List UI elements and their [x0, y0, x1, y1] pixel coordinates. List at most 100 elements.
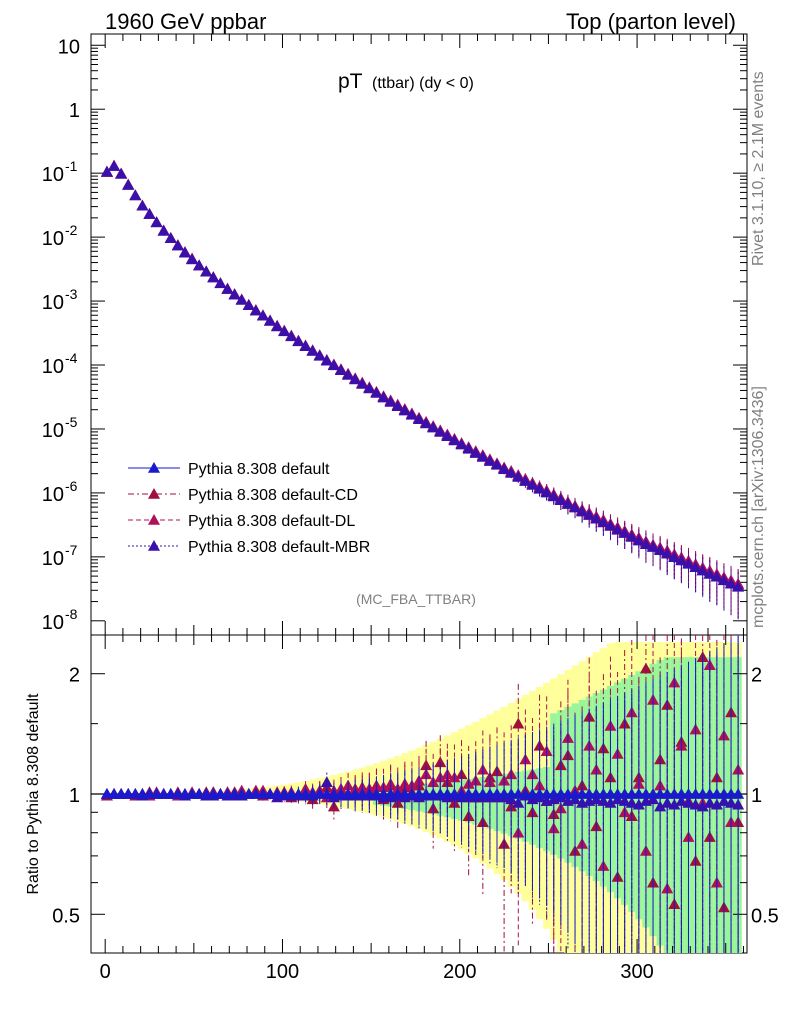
main-point [717, 574, 730, 586]
main-point [625, 530, 638, 542]
x-axis: 0 100 200 300 [100, 34, 744, 983]
legend-label: Pythia 8.308 default-CD [188, 487, 358, 504]
legend-marker [148, 462, 160, 473]
legend-marker [148, 540, 160, 551]
main-point [356, 377, 369, 389]
xtick-label: 300 [620, 961, 653, 983]
main-point [569, 501, 582, 513]
main-point [398, 404, 411, 416]
plot-title: pT [338, 70, 363, 93]
main-point [703, 567, 716, 579]
header-right: Top (parton level) [566, 9, 736, 34]
main-point [462, 442, 475, 454]
ratio-point [320, 776, 333, 788]
main-point [391, 400, 404, 411]
main-ytick-label: 10 [42, 228, 64, 250]
main-point [561, 498, 574, 509]
main-point [186, 253, 199, 265]
legend-item: Pythia 8.308 default-DL [128, 513, 355, 530]
main-ytick-exponent: -3 [65, 286, 78, 302]
main-ytick-label: 10 [42, 164, 64, 186]
main-point [264, 314, 277, 326]
main-ytick-exponent: -6 [65, 478, 78, 494]
main-ytick-label: 10 [58, 36, 80, 58]
main-point [178, 246, 191, 258]
main-point [377, 391, 390, 403]
main-point [221, 283, 234, 294]
main-point [576, 505, 589, 517]
main-ytick-exponent: -5 [65, 414, 78, 430]
main-ytick-label: 10 [42, 548, 64, 570]
main-point [108, 160, 121, 171]
main-point [448, 434, 461, 446]
main-point [313, 349, 326, 361]
main-point [469, 447, 482, 458]
analysis-tag: (MC_FBA_TTBAR) [356, 591, 476, 607]
main-point [228, 288, 241, 300]
main-point [100, 165, 113, 177]
main-point [150, 216, 163, 228]
main-ytick-exponent: -4 [65, 350, 78, 366]
main-point [654, 544, 667, 556]
main-point [590, 512, 603, 524]
main-point [547, 490, 560, 502]
main-point [639, 538, 652, 549]
main-point [441, 430, 454, 442]
legend-item: Pythia 8.308 default-MBR [128, 539, 370, 556]
main-point [483, 455, 496, 466]
xtick-label: 0 [100, 961, 111, 983]
main-point [200, 265, 213, 277]
main-point [618, 527, 631, 538]
main-series-group [100, 159, 745, 621]
main-point [554, 494, 567, 505]
main-point [647, 541, 660, 552]
main-point [242, 299, 255, 311]
legend-label: Pythia 8.308 default-DL [188, 513, 355, 530]
plot-subtitle: (ttbar) (dy < 0) [372, 75, 474, 92]
legend: Pythia 8.308 default Pythia 8.308 default… [128, 461, 370, 556]
main-point [171, 239, 184, 251]
main-point [285, 330, 298, 342]
main-point [327, 359, 340, 371]
legend-marker [148, 514, 160, 525]
ratio-y-axis: 0.5 0.5 1 1 2 2 [52, 665, 779, 928]
main-point [342, 368, 355, 380]
main-ytick-exponent: -8 [65, 606, 78, 622]
legend-marker [148, 488, 160, 499]
ratio-series-group [100, 635, 745, 953]
main-point [129, 189, 142, 201]
main-point [661, 547, 674, 559]
main-point [696, 564, 709, 576]
main-point [632, 534, 645, 546]
main-point [604, 519, 617, 531]
ratio-point [639, 662, 652, 674]
main-point [115, 168, 128, 179]
main-point [157, 224, 170, 236]
main-point [512, 470, 525, 482]
main-point [668, 551, 681, 562]
ratio-ytick-label: 0.5 [52, 905, 80, 927]
main-point [334, 364, 347, 375]
main-ytick-label: 1 [69, 100, 80, 122]
main-point [320, 354, 333, 366]
legend-item: Pythia 8.308 default [128, 461, 330, 478]
main-point [682, 557, 695, 569]
main-point [420, 417, 433, 429]
ratio-y-axis-label: Ratio to Pythia 8.308 default [25, 693, 42, 895]
main-point [491, 458, 504, 470]
ratio-series-3 [100, 636, 745, 953]
main-point [370, 387, 383, 398]
main-point [526, 478, 539, 490]
ratio-ytick-label-right: 1 [751, 785, 762, 807]
main-point [235, 293, 248, 305]
main-point [455, 438, 468, 450]
ratio-ytick-label: 1 [69, 785, 80, 807]
main-point [193, 259, 206, 271]
ratio-point [420, 759, 433, 771]
main-point [540, 486, 553, 498]
main-ytick-exponent: -2 [65, 222, 78, 238]
main-point [136, 199, 149, 211]
xtick-label: 200 [443, 961, 476, 983]
